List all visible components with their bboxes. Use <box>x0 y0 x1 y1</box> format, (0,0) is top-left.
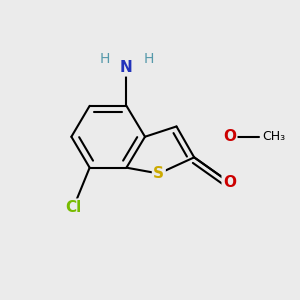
Text: O: O <box>223 175 236 190</box>
Text: H: H <box>143 52 154 66</box>
Text: CH₃: CH₃ <box>262 130 285 143</box>
Text: Cl: Cl <box>65 200 82 215</box>
Text: N: N <box>120 60 133 75</box>
Text: S: S <box>153 166 164 181</box>
Text: O: O <box>223 129 236 144</box>
Text: H: H <box>99 52 110 66</box>
